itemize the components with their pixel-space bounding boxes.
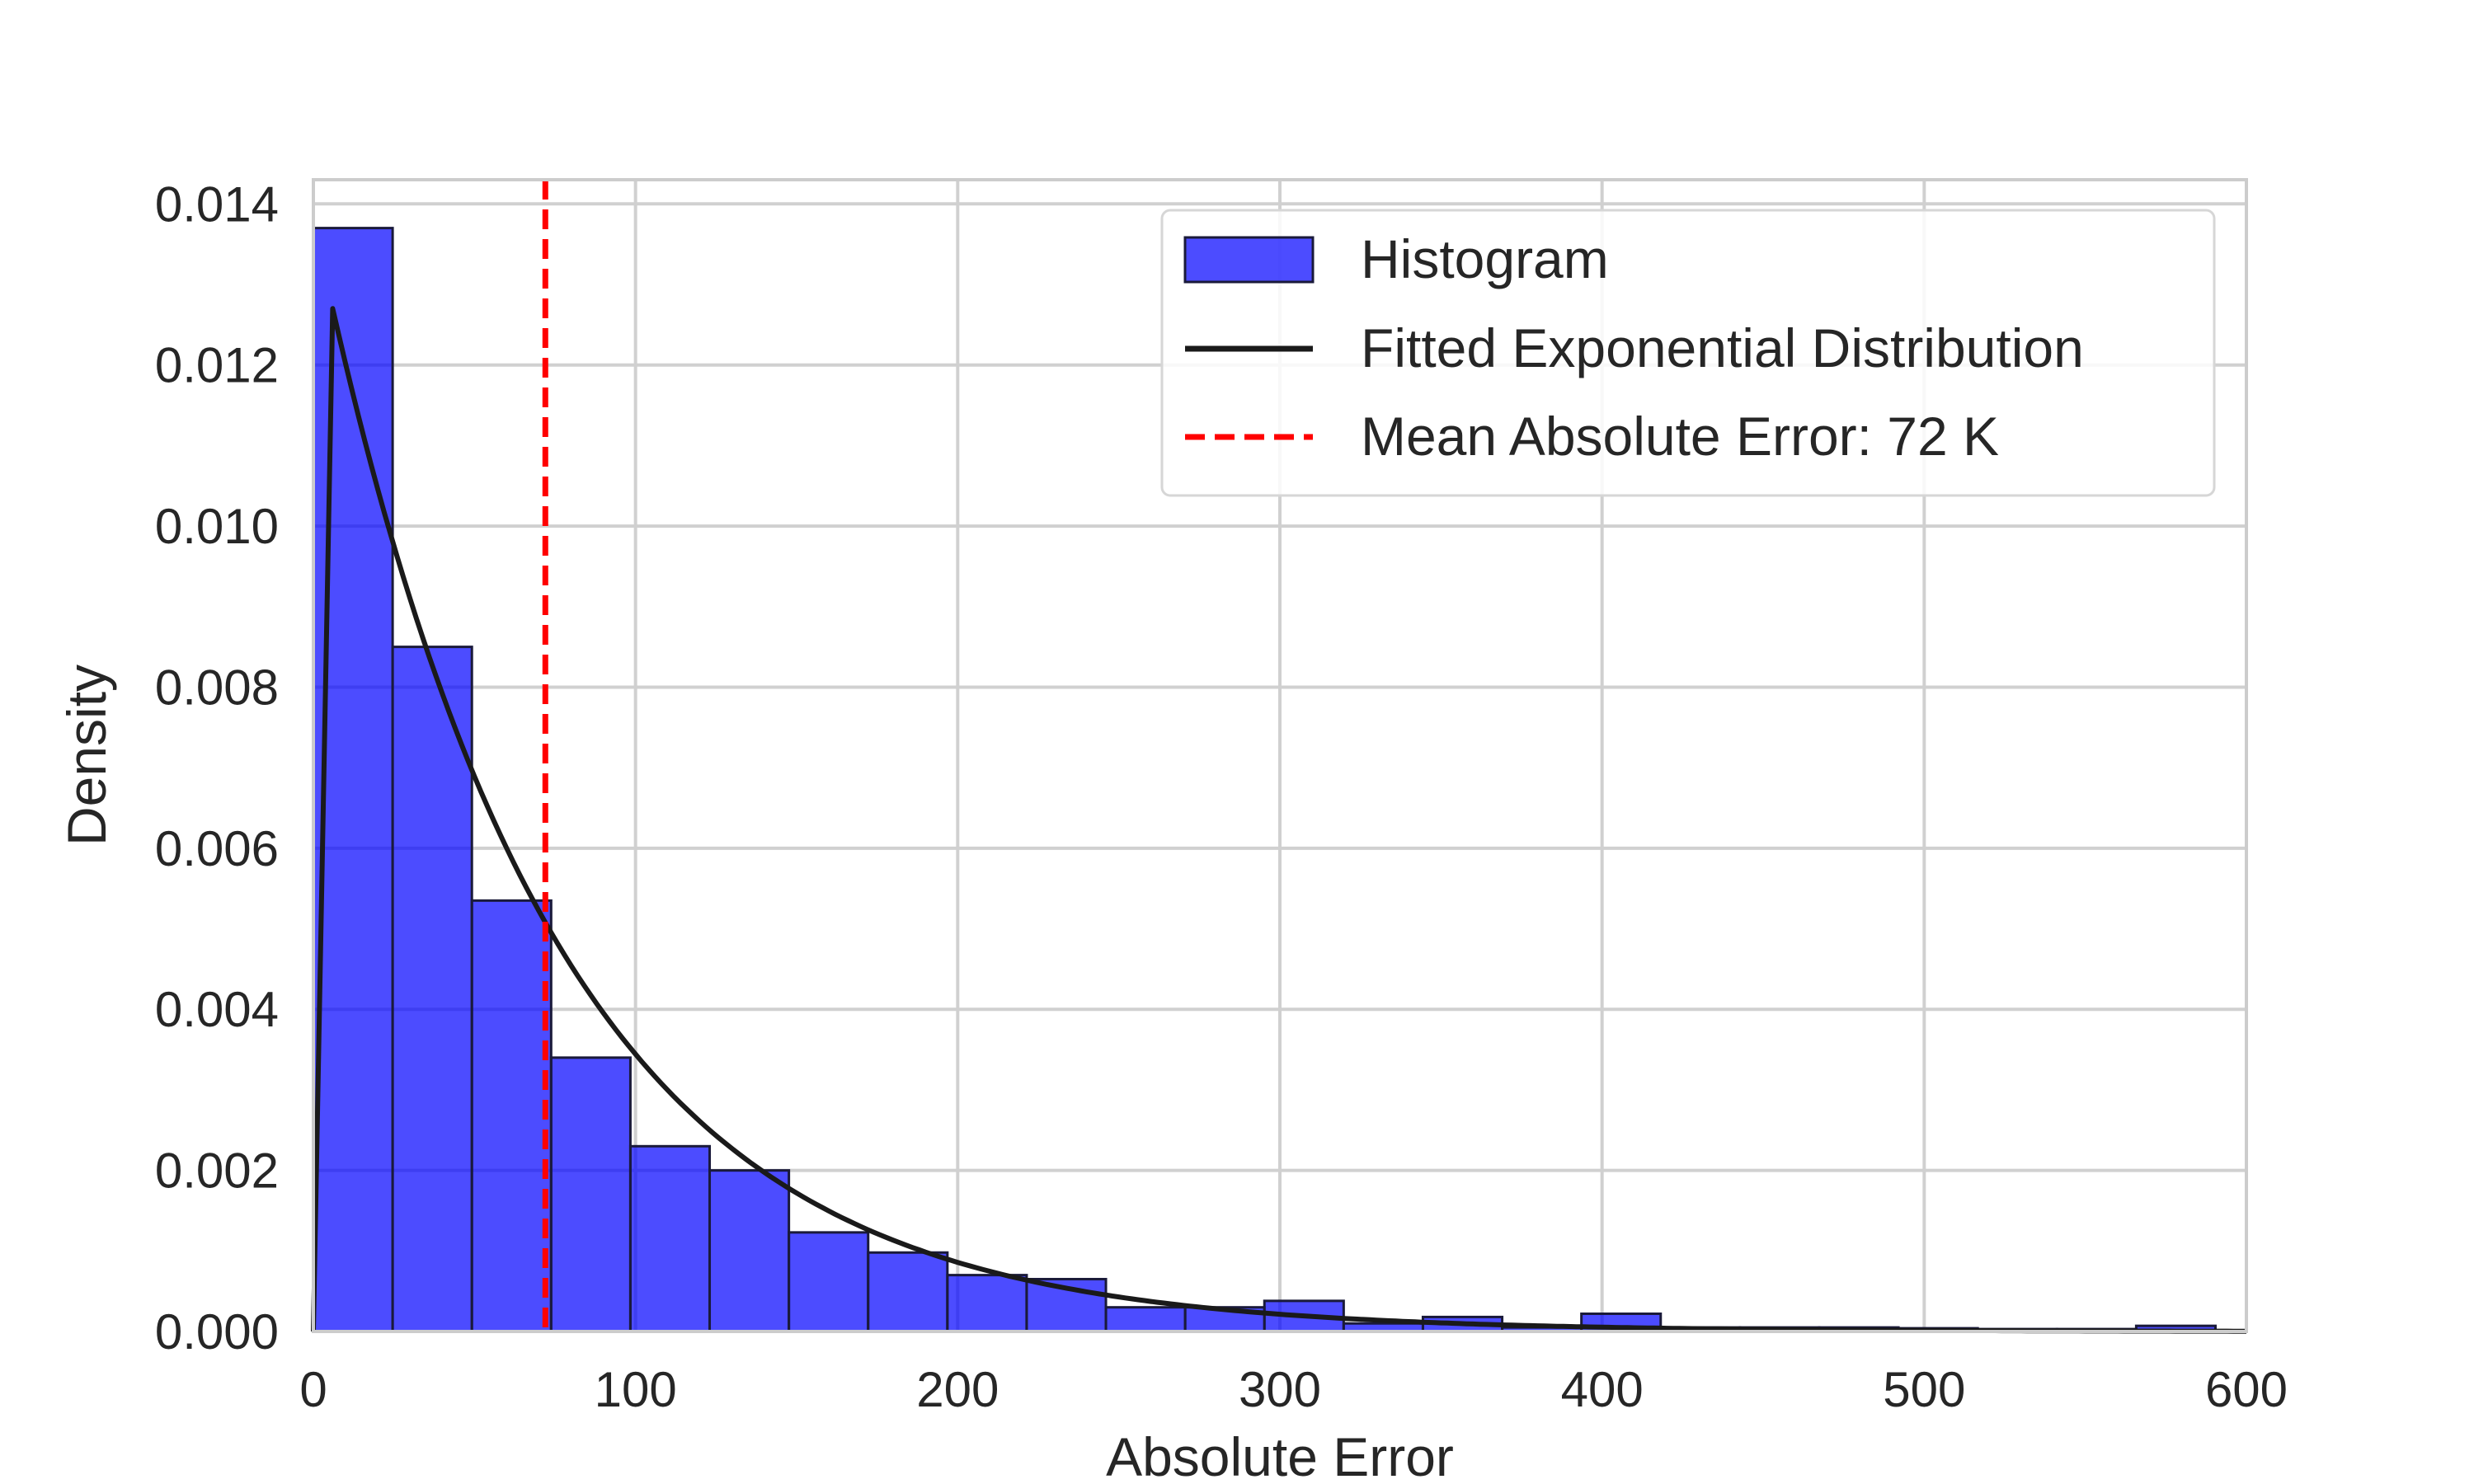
x-tick-label: 500 (1883, 1362, 1965, 1417)
plot-frame (312, 178, 2248, 1333)
histogram-bar (946, 1274, 1028, 1333)
x-tick-label: 0 (299, 1362, 327, 1417)
y-axis-label: Density (56, 665, 117, 846)
histogram-bar (628, 1144, 712, 1333)
y-tick-label: 0.004 (155, 982, 279, 1037)
y-tick-labels: 0.000 0.002 0.004 0.006 0.008 0.010 0.012 0.014 (155, 176, 279, 1360)
legend-histogram-label: Histogram (1361, 228, 1609, 289)
legend-curve-label: Fitted Exponential Distribution (1361, 317, 2084, 378)
x-tick-labels: 0 100 200 300 400 500 600 (299, 1362, 2288, 1417)
histogram-bars (312, 227, 2217, 1333)
legend-histogram-swatch (1183, 236, 1315, 284)
x-tick-label: 600 (2205, 1362, 2288, 1417)
x-tick-label: 400 (1561, 1362, 1644, 1417)
y-tick-label: 0.010 (155, 499, 279, 554)
histogram-bar (1104, 1306, 1187, 1333)
legend-mean-label: Mean Absolute Error: 72 K (1361, 406, 1999, 467)
y-tick-label: 0.000 (155, 1304, 279, 1360)
histogram-bar (708, 1169, 791, 1333)
y-tick-label: 0.014 (155, 176, 279, 232)
histogram-bar (391, 646, 473, 1333)
x-tick-label: 300 (1239, 1362, 1321, 1417)
legend-box (1160, 209, 2216, 497)
x-axis-label: Absolute Error (1106, 1426, 1454, 1484)
x-tick-label: 100 (595, 1362, 677, 1417)
histogram-bar (867, 1251, 949, 1333)
y-tick-label: 0.008 (155, 660, 279, 715)
y-tick-label: 0.006 (155, 821, 279, 876)
histogram-bar (470, 899, 553, 1333)
y-tick-label: 0.002 (155, 1144, 279, 1199)
y-tick-label: 0.012 (155, 338, 279, 393)
x-tick-label: 200 (916, 1362, 999, 1417)
histogram-bar (788, 1231, 870, 1333)
histogram-bar (549, 1056, 632, 1333)
legend: Histogram Fitted Exponential Distributio… (1160, 209, 2216, 497)
